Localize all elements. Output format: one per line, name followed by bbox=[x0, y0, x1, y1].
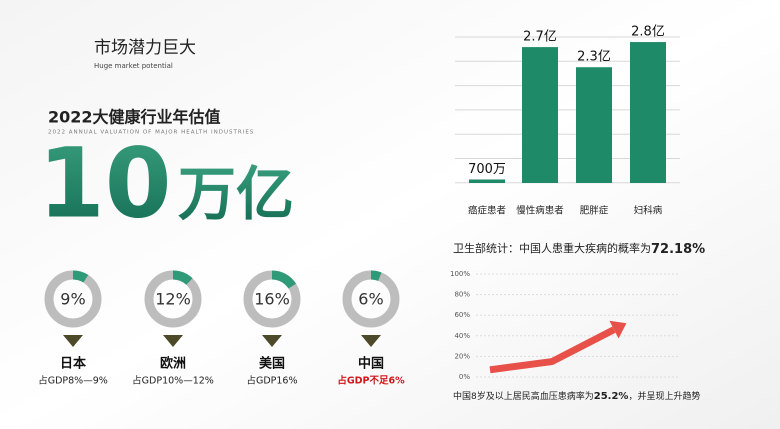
donut-label: 16% bbox=[254, 290, 290, 309]
y-tick-label: 100% bbox=[450, 270, 470, 278]
country-name: 中国 bbox=[358, 356, 384, 372]
trend-line bbox=[489, 326, 616, 374]
donut-arc bbox=[172, 270, 193, 285]
donut-arc bbox=[370, 270, 382, 281]
line-title-value: 72.18% bbox=[651, 242, 705, 257]
triangle bbox=[361, 335, 381, 347]
bar-value-label: 2.3亿 bbox=[577, 50, 611, 65]
country-name: 日本 bbox=[60, 356, 86, 372]
valuation-title: 2022大健康行业年估值 bbox=[48, 108, 221, 127]
line-title-text: 卫生部统计：中国人患重大疾病的概率为 bbox=[453, 241, 651, 255]
y-tick-label: 40% bbox=[454, 332, 470, 340]
valuation-number: 10 bbox=[38, 127, 172, 239]
bar bbox=[469, 179, 505, 183]
bar bbox=[576, 67, 612, 183]
bar-value-label: 2.7亿 bbox=[523, 30, 557, 45]
donut-arc bbox=[271, 270, 297, 289]
country-note: 占GDP8%—9% bbox=[38, 375, 108, 387]
donut-label: 6% bbox=[358, 290, 383, 309]
header-subtitle: Huge market potential bbox=[94, 62, 173, 70]
caption-value: 25.2% bbox=[594, 391, 629, 402]
y-tick-label: 0% bbox=[459, 373, 470, 381]
triangle bbox=[163, 335, 183, 347]
country-note: 占GDP不足6% bbox=[337, 375, 405, 387]
y-tick-label: 20% bbox=[454, 352, 470, 360]
arrow-head bbox=[609, 320, 627, 339]
country-name: 美国 bbox=[259, 356, 285, 372]
bar-category-label: 肥胖症 bbox=[580, 205, 609, 217]
triangle bbox=[262, 335, 282, 347]
y-tick-label: 60% bbox=[454, 311, 470, 319]
donut-label: 9% bbox=[60, 290, 85, 309]
bar-category-label: 妇科病 bbox=[634, 205, 663, 217]
country-note: 占GDP10%—12% bbox=[132, 375, 214, 387]
line-caption: 中国8岁及以上居民高血压患病率为25.2%，并呈现上升趋势 bbox=[453, 390, 700, 403]
bar-value-label: 2.8亿 bbox=[631, 25, 665, 40]
valuation-unit: 万亿 bbox=[178, 160, 294, 228]
caption-text: ，并呈现上升趋势 bbox=[628, 390, 700, 402]
triangle bbox=[63, 335, 83, 347]
line-title: 卫生部统计：中国人患重大疾病的概率为72.18% bbox=[453, 241, 705, 257]
donut-arc bbox=[72, 270, 89, 283]
header-title: 市场潜力巨大 bbox=[94, 38, 196, 58]
bar-category-label: 癌症患者 bbox=[468, 205, 506, 217]
bar bbox=[522, 47, 558, 183]
y-tick-label: 80% bbox=[454, 291, 470, 299]
country-note: 占GDP16% bbox=[246, 375, 297, 387]
bar bbox=[630, 42, 666, 183]
bar-value-label: 700万 bbox=[468, 162, 506, 177]
country-name: 欧洲 bbox=[160, 356, 186, 372]
bar-category-label: 慢性病患者 bbox=[516, 205, 564, 217]
valuation-subtitle: 2022 ANNUAL VALUATION OF MAJOR HEALTH IN… bbox=[48, 130, 254, 136]
caption-text: 中国8岁及以上居民高血压患病率为 bbox=[453, 390, 594, 402]
donut-label: 12% bbox=[155, 290, 191, 309]
